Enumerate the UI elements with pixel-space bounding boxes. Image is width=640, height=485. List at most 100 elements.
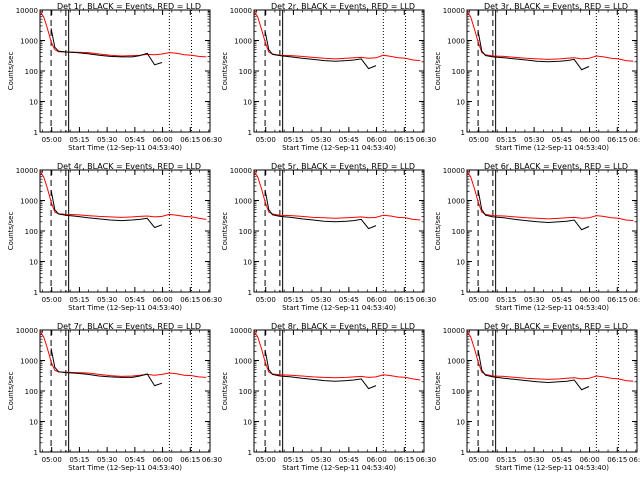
y-tick-label: 1 bbox=[34, 289, 38, 297]
x-tick-label: 06:15 bbox=[607, 296, 627, 304]
y-tick-label: 10000 bbox=[443, 167, 465, 175]
x-tick-label: 06:30 bbox=[629, 136, 640, 144]
lld-series-line bbox=[39, 171, 207, 220]
y-tick-label: 100 bbox=[239, 228, 252, 236]
x-tick-label: 06:00 bbox=[366, 456, 386, 464]
panel-det-2: Det 2r, BLACK = Events, RED = LLD 1 10 100 1… bbox=[221, 2, 436, 152]
x-tick-label: 06:30 bbox=[416, 296, 436, 304]
y-tick-label: 10 bbox=[456, 419, 465, 427]
y-tick-label: 1 bbox=[461, 129, 465, 137]
events-series-line bbox=[50, 348, 163, 387]
x-axis-label: Start Time (12-Sep-11 04:53:40) bbox=[68, 144, 182, 152]
x-tick-label: 05:00 bbox=[256, 456, 276, 464]
y-tick-label: 1 bbox=[248, 289, 252, 297]
y-tick-label: 10 bbox=[29, 259, 38, 267]
events-series-line bbox=[50, 28, 163, 66]
y-axis-label: Counts/sec bbox=[221, 372, 229, 411]
x-tick-label: 05:15 bbox=[69, 136, 89, 144]
events-series-line bbox=[50, 190, 163, 229]
x-tick-label: 05:15 bbox=[283, 296, 303, 304]
y-tick-label: 1 bbox=[461, 289, 465, 297]
y-tick-label: 100 bbox=[239, 68, 252, 76]
y-tick-label: 10000 bbox=[230, 167, 252, 175]
x-tick-label: 05:45 bbox=[125, 136, 145, 144]
lld-series-line bbox=[253, 331, 421, 381]
x-tick-label: 05:45 bbox=[339, 136, 359, 144]
x-axis-label: Start Time (12-Sep-11 04:53:40) bbox=[282, 464, 396, 472]
panel-det-5: Det 5r, BLACK = Events, RED = LLD 1 10 100 1… bbox=[221, 162, 436, 312]
x-tick-label: 05:30 bbox=[311, 296, 331, 304]
y-tick-label: 10000 bbox=[443, 327, 465, 335]
x-axis-label: Start Time (12-Sep-11 04:53:40) bbox=[495, 144, 609, 152]
y-tick-label: 10 bbox=[243, 259, 252, 267]
x-tick-label: 05:00 bbox=[42, 296, 62, 304]
x-axis-label: Start Time (12-Sep-11 04:53:40) bbox=[68, 304, 182, 312]
x-tick-label: 05:15 bbox=[69, 296, 89, 304]
x-tick-label: 06:15 bbox=[394, 456, 414, 464]
x-tick-label: 05:00 bbox=[469, 296, 489, 304]
x-tick-label: 05:00 bbox=[42, 136, 62, 144]
x-tick-label: 06:30 bbox=[202, 456, 222, 464]
x-tick-label: 06:00 bbox=[366, 136, 386, 144]
y-axis-label: Counts/sec bbox=[434, 212, 442, 251]
x-axis-label: Start Time (12-Sep-11 04:53:40) bbox=[282, 144, 396, 152]
y-tick-label: 10 bbox=[29, 99, 38, 107]
y-axis-label: Counts/sec bbox=[221, 212, 229, 251]
events-series-line bbox=[264, 190, 377, 230]
x-tick-label: 05:00 bbox=[256, 296, 276, 304]
y-tick-label: 10000 bbox=[443, 7, 465, 15]
x-tick-label: 05:45 bbox=[125, 456, 145, 464]
x-tick-label: 05:15 bbox=[283, 136, 303, 144]
x-tick-label: 05:15 bbox=[69, 456, 89, 464]
y-tick-label: 10 bbox=[456, 259, 465, 267]
lld-series-line bbox=[253, 171, 421, 221]
x-tick-label: 05:45 bbox=[339, 296, 359, 304]
x-tick-label: 05:00 bbox=[469, 136, 489, 144]
lld-series-line bbox=[253, 11, 421, 62]
y-tick-label: 100 bbox=[452, 68, 465, 76]
y-tick-label: 100 bbox=[452, 388, 465, 396]
x-tick-label: 06:15 bbox=[394, 296, 414, 304]
lld-series-line bbox=[39, 11, 207, 58]
x-axis-label: Start Time (12-Sep-11 04:53:40) bbox=[68, 464, 182, 472]
x-tick-label: 05:45 bbox=[552, 296, 572, 304]
y-tick-label: 1000 bbox=[20, 358, 38, 366]
panel-title: Det 5r, BLACK = Events, RED = LLD bbox=[271, 162, 415, 171]
y-tick-label: 1000 bbox=[20, 198, 38, 206]
events-series-line bbox=[264, 31, 377, 70]
y-tick-label: 1000 bbox=[447, 38, 465, 46]
x-tick-label: 06:15 bbox=[607, 136, 627, 144]
x-tick-label: 06:15 bbox=[394, 136, 414, 144]
x-tick-label: 05:15 bbox=[496, 136, 516, 144]
x-tick-label: 05:15 bbox=[496, 296, 516, 304]
lld-series-line bbox=[466, 331, 634, 382]
x-tick-label: 06:30 bbox=[629, 456, 640, 464]
x-tick-label: 06:30 bbox=[629, 296, 640, 304]
y-tick-label: 100 bbox=[25, 228, 38, 236]
events-series-line bbox=[477, 190, 590, 231]
y-tick-label: 1 bbox=[34, 449, 38, 457]
x-tick-label: 06:15 bbox=[180, 456, 200, 464]
x-tick-label: 05:30 bbox=[97, 296, 117, 304]
y-axis-label: Counts/sec bbox=[7, 212, 15, 251]
panel-title: Det 3r, BLACK = Events, RED = LLD bbox=[484, 2, 628, 11]
x-axis-label: Start Time (12-Sep-11 04:53:40) bbox=[495, 464, 609, 472]
x-tick-label: 05:30 bbox=[97, 136, 117, 144]
y-tick-label: 1 bbox=[461, 449, 465, 457]
panel-title: Det 2r, BLACK = Events, RED = LLD bbox=[271, 2, 415, 11]
x-tick-label: 05:30 bbox=[524, 456, 544, 464]
x-axis-label: Start Time (12-Sep-11 04:53:40) bbox=[495, 304, 609, 312]
x-tick-label: 06:00 bbox=[152, 296, 172, 304]
panel-det-4: Det 4r, BLACK = Events, RED = LLD 1 10 100 1… bbox=[7, 162, 222, 312]
events-series-line bbox=[264, 350, 377, 390]
x-tick-label: 05:15 bbox=[283, 456, 303, 464]
x-tick-label: 05:30 bbox=[524, 136, 544, 144]
y-tick-label: 10000 bbox=[16, 167, 38, 175]
y-tick-label: 1000 bbox=[447, 358, 465, 366]
events-series-line bbox=[477, 350, 590, 391]
x-tick-label: 06:30 bbox=[416, 456, 436, 464]
panel-det-6: Det 6r, BLACK = Events, RED = LLD 1 10 100 1… bbox=[434, 162, 640, 312]
panel-title: Det 8r, BLACK = Events, RED = LLD bbox=[271, 322, 415, 331]
panel-title: Det 4r, BLACK = Events, RED = LLD bbox=[57, 162, 201, 171]
